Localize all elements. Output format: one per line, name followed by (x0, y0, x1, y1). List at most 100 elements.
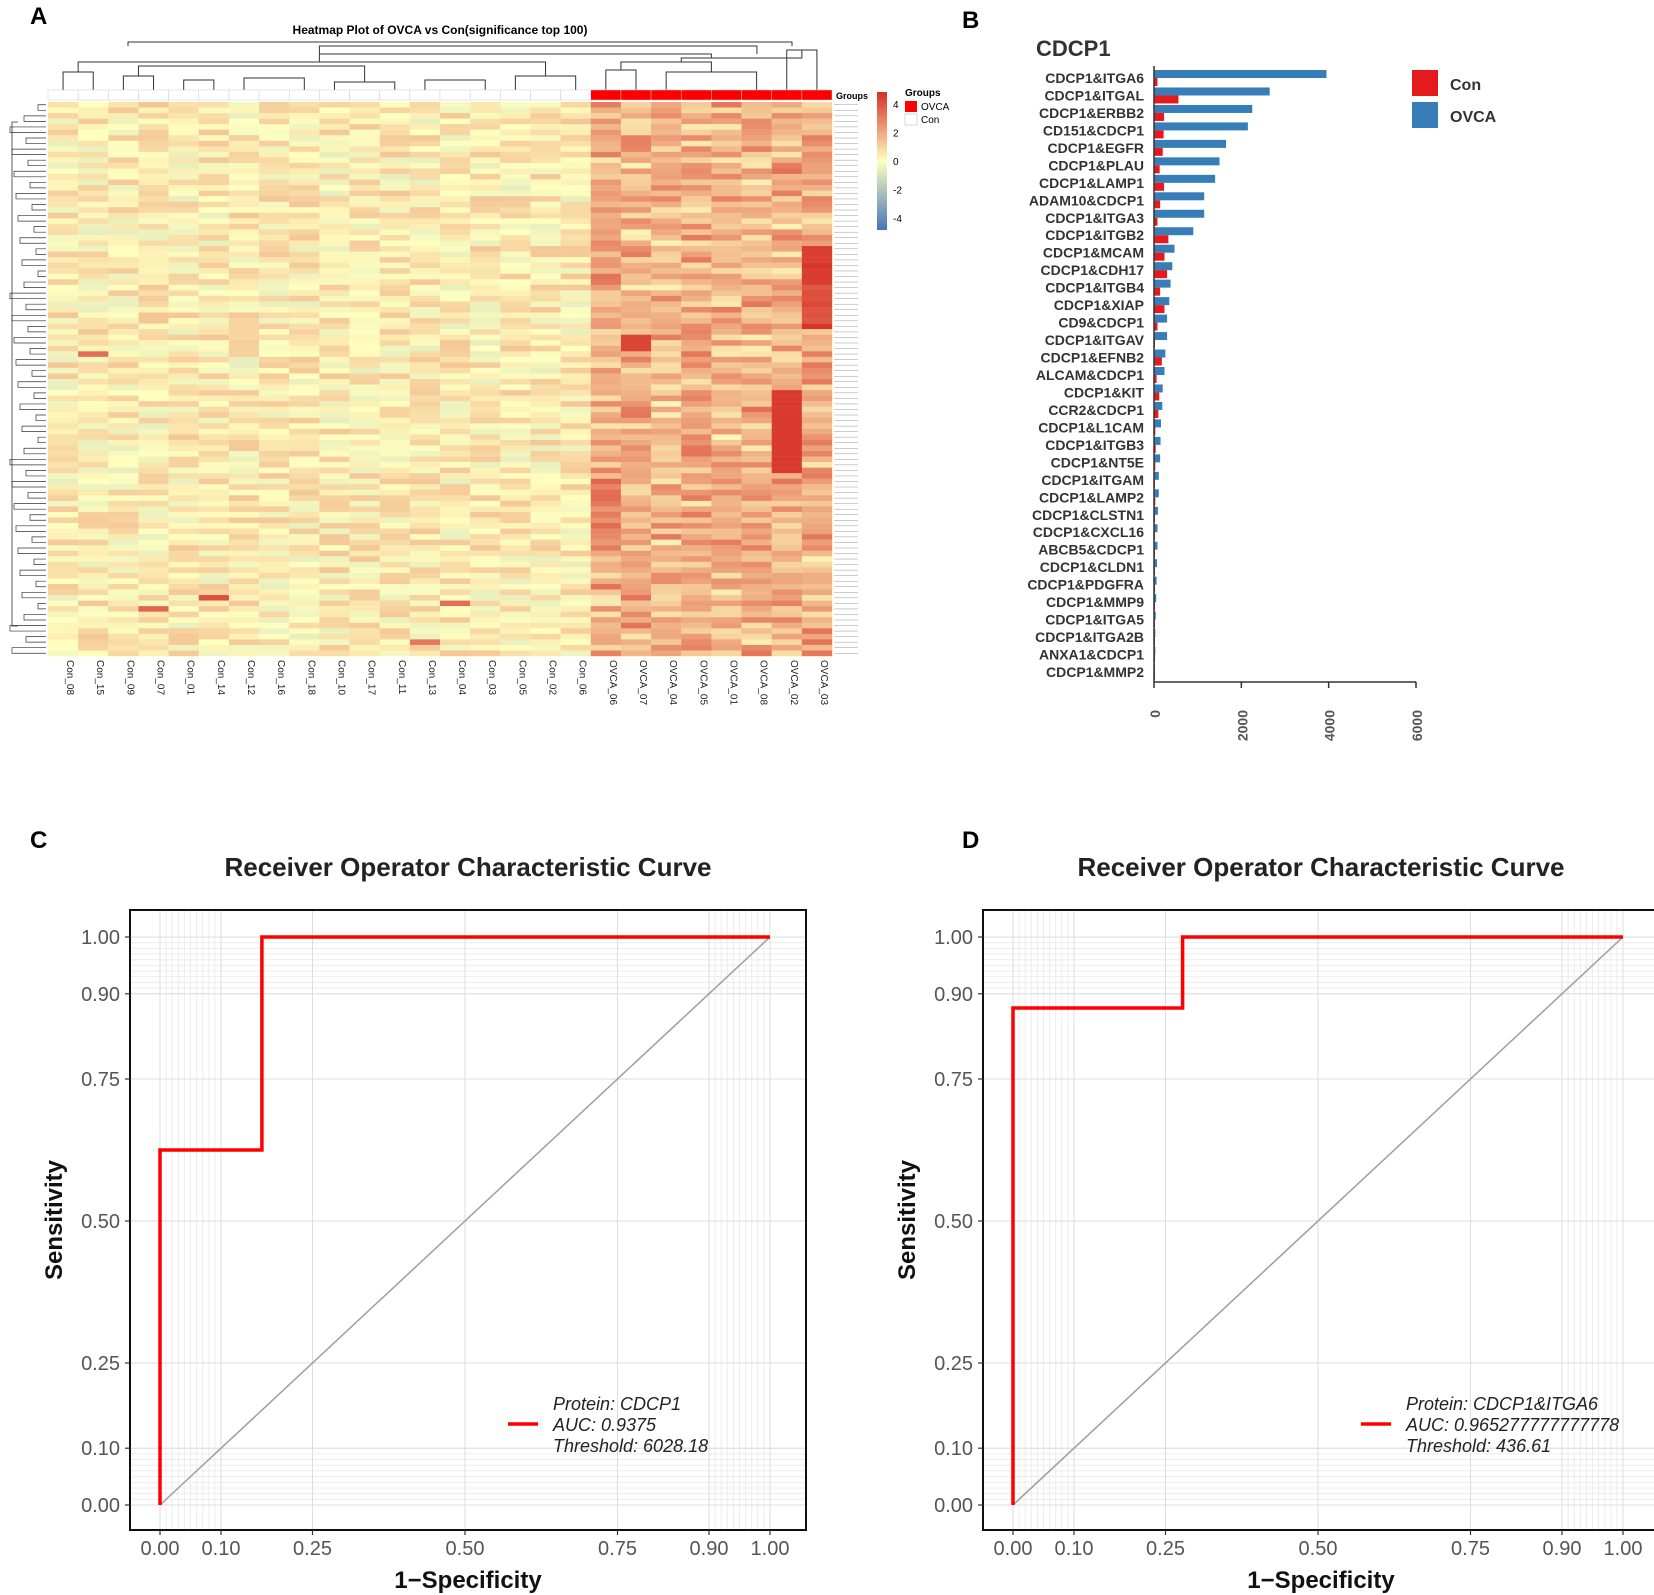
heatmap-cell (470, 223, 501, 230)
heatmap-cell (590, 650, 622, 657)
heatmap-cell (198, 456, 230, 463)
heatmap-cell (228, 229, 260, 236)
heatmap-cell (500, 456, 531, 463)
heatmap-cell (560, 633, 591, 640)
group-strip-cell (439, 89, 471, 101)
heatmap-cell (620, 273, 652, 280)
heatmap-cell (349, 284, 380, 291)
heatmap-cell (289, 578, 320, 585)
heatmap-cell (681, 196, 712, 202)
heatmap-cell (138, 423, 169, 430)
heatmap-cell (289, 196, 320, 202)
heatmap-cell (440, 644, 471, 651)
heatmap-cell (409, 462, 441, 468)
group-strip-cell (801, 89, 833, 101)
heatmap-cell (741, 345, 772, 352)
heatmap-cell (620, 572, 652, 579)
heatmap-cell (48, 606, 79, 612)
heatmap-cell (198, 633, 230, 640)
heatmap-cell (771, 528, 803, 535)
heatmap-cell (651, 107, 682, 114)
bar-ovca (1154, 541, 1158, 550)
bar-category-label: CDCP1&CLSTN1 (1032, 507, 1144, 523)
heatmap-cell (560, 583, 591, 590)
heatmap-cell (530, 345, 561, 352)
column-label: Con_06 (577, 660, 588, 695)
heatmap-cell (470, 517, 501, 524)
heatmap-cell (440, 379, 471, 385)
heatmap-cell (168, 401, 199, 407)
bar-con (1154, 217, 1158, 226)
heatmap-cell (319, 434, 350, 441)
heatmap-cell (500, 467, 531, 474)
heatmap-cell (741, 456, 772, 463)
heatmap-cell (470, 229, 501, 236)
heatmap-cell (319, 451, 350, 457)
heatmap-cell (319, 234, 350, 241)
heatmap-cell (289, 351, 320, 358)
row-dendrogram-branch (35, 580, 46, 588)
heatmap-cell (138, 162, 169, 169)
heatmap-cell (530, 589, 561, 596)
heatmap-cell (108, 550, 139, 557)
heatmap-cell (48, 179, 79, 186)
heatmap-cell (379, 318, 411, 324)
bar-con (1154, 78, 1158, 86)
heatmap-cell (440, 312, 471, 319)
heatmap-cell (108, 534, 139, 540)
heatmap-cell (741, 329, 772, 335)
heatmap-cell (78, 179, 109, 186)
heatmap-cell (319, 428, 350, 435)
heatmap-cell (379, 445, 411, 452)
heatmap-cell (711, 401, 742, 407)
heatmap-cell (319, 445, 350, 452)
heatmap-cell (530, 572, 561, 579)
heatmap-cell (711, 517, 742, 524)
heatmap-cell (259, 107, 290, 114)
heatmap-cell (198, 146, 230, 153)
heatmap-cell (470, 633, 501, 640)
heatmap-cell (259, 595, 290, 601)
heatmap-cell (228, 102, 260, 108)
heatmap-cell (168, 240, 199, 247)
heatmap-cell (741, 567, 772, 574)
heatmap-cell (138, 617, 169, 623)
heatmap-cell (741, 417, 772, 424)
heatmap-cell (530, 550, 561, 557)
heatmap-cell (741, 118, 772, 125)
color-scale-tick: 2 (893, 129, 899, 140)
heatmap-cell (741, 240, 772, 247)
heatmap-cell (78, 146, 109, 153)
heatmap-cell (319, 595, 350, 601)
heatmap-cell (259, 102, 290, 108)
heatmap-cell (319, 201, 350, 208)
heatmap-cell (711, 201, 742, 208)
heatmap-cell (259, 478, 290, 485)
heatmap-cell (741, 362, 772, 369)
heatmap-cell (771, 351, 803, 358)
heatmap-cell (289, 423, 320, 430)
heatmap-cell (711, 240, 742, 247)
row-dendrogram-branch (13, 503, 46, 510)
heatmap-cell (590, 168, 622, 175)
heatmap-cell (289, 528, 320, 535)
heatmap-cell (500, 234, 531, 241)
heatmap-cell (771, 140, 803, 147)
heatmap-cell (379, 451, 411, 457)
heatmap-cell (349, 290, 380, 297)
heatmap-cell (530, 423, 561, 430)
heatmap-title: Heatmap Plot of OVCA vs Con(significance… (293, 23, 588, 37)
heatmap-cell (620, 451, 652, 457)
heatmap-cell (500, 556, 531, 563)
heatmap-cell (620, 489, 652, 496)
heatmap-cell (409, 650, 441, 657)
heatmap-cell (590, 379, 622, 385)
heatmap-cell (440, 395, 471, 402)
heatmap-cell (771, 223, 803, 230)
color-scale-bar (877, 92, 887, 230)
heatmap-cell (289, 561, 320, 568)
heatmap-cell (771, 146, 803, 153)
heatmap-cell (500, 168, 531, 175)
heatmap-cell (78, 340, 109, 346)
heatmap-cell (78, 246, 109, 252)
